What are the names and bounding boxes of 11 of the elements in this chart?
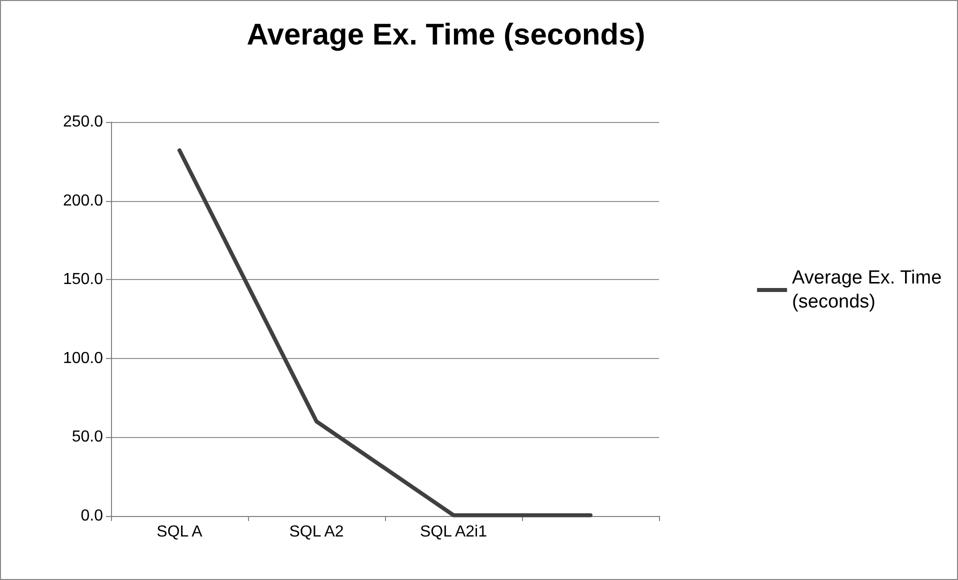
y-tick-label: 50.0 — [72, 428, 104, 446]
x-tick-label: SQL A2i1 — [420, 524, 488, 540]
y-tick-label: 250.0 — [62, 114, 104, 130]
legend-label: Average Ex. Time (seconds) — [792, 268, 942, 312]
y-tick-label: 150.0 — [62, 271, 104, 288]
y-tick-label: 200.0 — [62, 192, 104, 210]
x-tick-label: SQL A — [156, 524, 203, 540]
y-tick-label: 100.0 — [62, 350, 104, 367]
chart-title: Average Ex. Time (seconds) — [246, 18, 646, 52]
y-tick-label: 0.0 — [80, 508, 104, 524]
x-tick-label: SQL A2 — [289, 524, 344, 540]
